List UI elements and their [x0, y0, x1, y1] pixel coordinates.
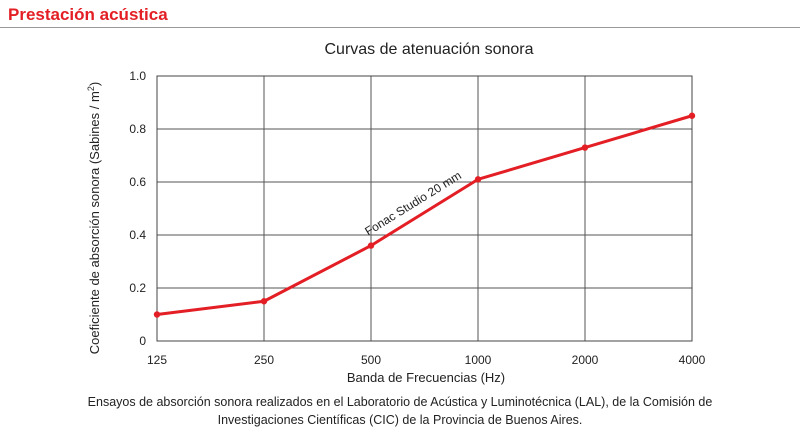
y-axis-title-close: )	[87, 82, 102, 86]
y-axis-title: Coeficiente de absorción sonora (Sabines…	[86, 82, 102, 354]
chart-title: Curvas de atenuación sonora	[324, 41, 533, 58]
series-line	[156, 114, 693, 316]
absorption-chart: Curvas de atenuación sonora 0 0.2 0.4 0.6 0.…	[86, 41, 706, 385]
x-tick-label: 250	[254, 353, 274, 367]
data-point	[581, 144, 589, 151]
y-tick-label: 0.4	[129, 228, 146, 242]
series-points	[153, 112, 696, 318]
title-divider	[0, 27, 800, 28]
data-point	[367, 242, 375, 249]
y-tick-label: 0.8	[129, 122, 146, 136]
data-point	[474, 176, 482, 183]
y-tick-label: 0.6	[129, 175, 146, 189]
y-axis-title-superscript: 2	[86, 86, 96, 91]
chart-grid	[156, 75, 693, 342]
y-tick-label: 0	[139, 334, 146, 348]
x-axis-title: Banda de Frecuencias (Hz)	[347, 370, 505, 385]
footnote: Ensayos de absorción sonora realizados e…	[0, 393, 800, 429]
footnote-line-1: Ensayos de absorción sonora realizados e…	[87, 395, 713, 409]
series-annotation: Fonac Studio 20 mm	[362, 168, 464, 238]
x-axis-ticks: 125 250 500 1000 2000 4000	[147, 353, 706, 367]
x-tick-label: 4000	[679, 353, 706, 367]
x-tick-label: 2000	[572, 353, 599, 367]
y-tick-label: 0.2	[129, 281, 146, 295]
y-axis-ticks: 0 0.2 0.4 0.6 0.8 1.0	[129, 69, 146, 348]
data-point	[688, 112, 696, 119]
x-tick-label: 125	[147, 353, 167, 367]
section-title: Prestación acústica	[8, 5, 168, 24]
footnote-line-2: Investigaciones Científicas (CIC) de la …	[217, 413, 583, 427]
plot-frame	[156, 75, 693, 342]
data-point	[260, 298, 268, 305]
y-axis-title-main: Coeficiente de absorción sonora (Sabines…	[87, 91, 102, 354]
data-point	[153, 311, 161, 318]
y-tick-label: 1.0	[129, 69, 146, 83]
x-tick-label: 1000	[465, 353, 492, 367]
x-tick-label: 500	[361, 353, 381, 367]
